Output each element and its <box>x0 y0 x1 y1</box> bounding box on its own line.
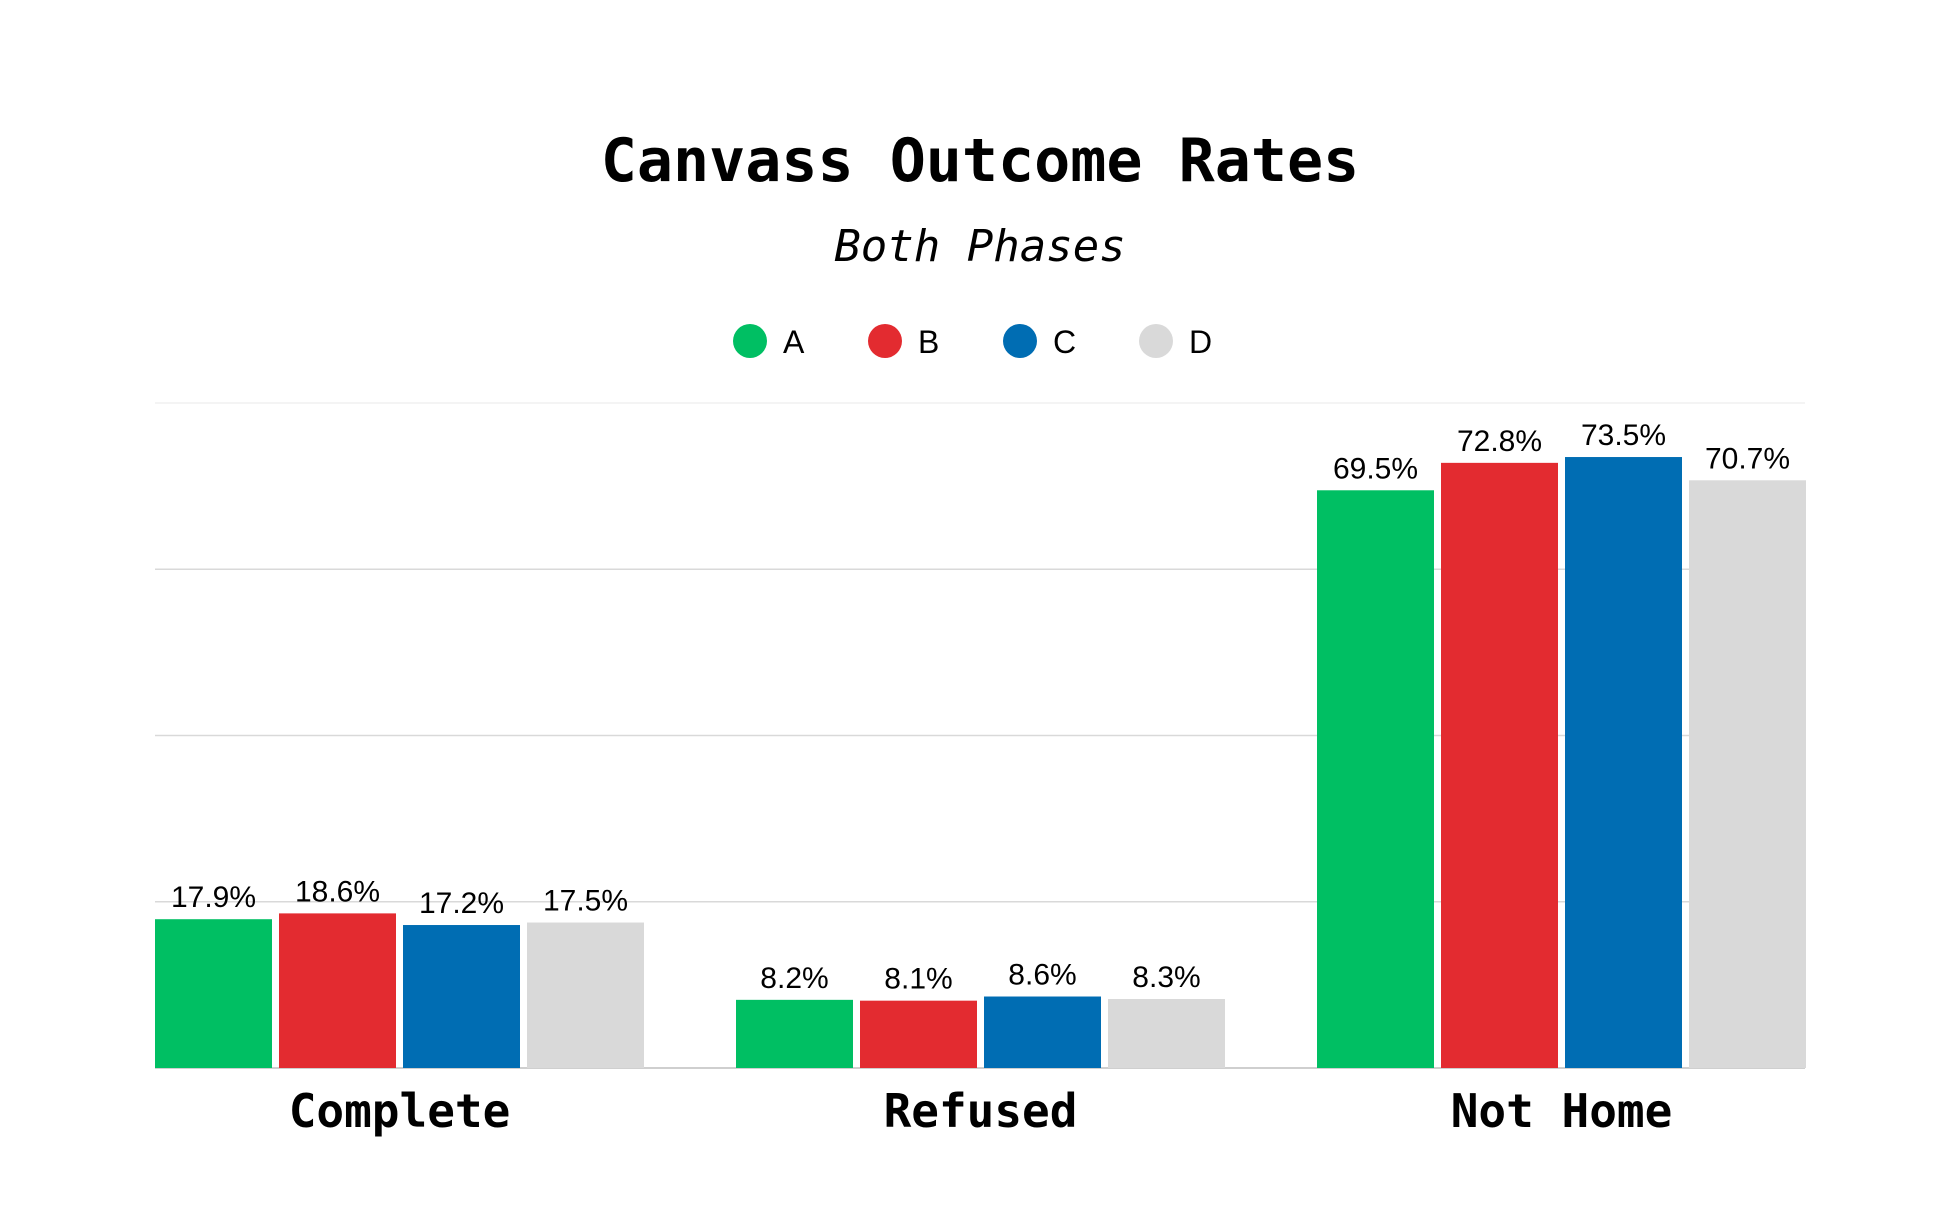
bar-not-home-a <box>1317 490 1434 1068</box>
data-labels: 17.9% 18.6% 17.2% 17.5% 8.2% 8.1% 8.6% 8.3% 69.5… <box>171 419 1790 996</box>
legend-item-c: C <box>1003 324 1076 360</box>
category-label-not-home: Not Home <box>1451 1084 1673 1138</box>
chart-subtitle: Both Phases <box>834 221 1125 272</box>
bar-complete-b <box>279 913 396 1068</box>
data-label: 17.2% <box>419 887 504 920</box>
data-label: 17.9% <box>171 881 256 914</box>
legend-label: C <box>1053 324 1076 360</box>
legend-marker <box>1003 324 1037 358</box>
data-label: 18.6% <box>295 875 380 908</box>
legend-marker <box>1139 324 1173 358</box>
chart-title: Canvass Outcome Rates <box>601 126 1360 196</box>
data-label: 8.2% <box>760 962 828 995</box>
legend-label: D <box>1189 324 1212 360</box>
bar-not-home-b <box>1441 462 1558 1069</box>
legend-marker <box>868 324 902 358</box>
bar-refused-d <box>1108 999 1225 1068</box>
data-label: 69.5% <box>1333 452 1418 485</box>
data-label: 72.8% <box>1457 425 1542 458</box>
bar-complete-c <box>403 925 520 1068</box>
legend: A B C D <box>733 324 1212 360</box>
category-label-complete: Complete <box>289 1084 511 1138</box>
bar-complete-d <box>527 922 644 1068</box>
legend-item-d: D <box>1139 324 1212 360</box>
data-label: 8.1% <box>884 963 952 996</box>
data-label: 70.7% <box>1705 442 1790 475</box>
category-label-refused: Refused <box>884 1084 1078 1138</box>
data-label: 17.5% <box>543 885 628 918</box>
bar-refused-c <box>984 996 1101 1068</box>
data-label: 73.5% <box>1581 419 1666 452</box>
bar-not-home-c <box>1565 457 1682 1068</box>
legend-label: A <box>783 324 805 360</box>
category-labels: Complete Refused Not Home <box>289 1084 1673 1138</box>
data-label: 8.3% <box>1132 961 1200 994</box>
legend-marker <box>733 324 767 358</box>
legend-item-b: B <box>868 324 939 360</box>
bars <box>155 457 1806 1069</box>
bar-refused-a <box>736 999 853 1068</box>
bar-refused-b <box>860 1000 977 1068</box>
data-label: 8.6% <box>1008 959 1076 992</box>
bar-complete-a <box>155 919 272 1068</box>
legend-item-a: A <box>733 324 805 360</box>
legend-label: B <box>918 324 939 360</box>
bar-not-home-d <box>1689 480 1806 1068</box>
